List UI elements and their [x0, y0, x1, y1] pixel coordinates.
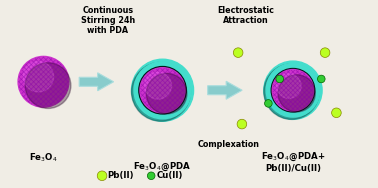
Circle shape — [237, 119, 247, 129]
Text: Continuous
Stirring 24h
with PDA: Continuous Stirring 24h with PDA — [81, 6, 135, 36]
Circle shape — [18, 56, 69, 107]
Circle shape — [278, 75, 315, 112]
Text: Fe$_3$O$_4$@PDA+
Pb(II)/Cu(II): Fe$_3$O$_4$@PDA+ Pb(II)/Cu(II) — [261, 150, 325, 173]
Circle shape — [97, 171, 107, 181]
Text: Fe$_3$O$_4$: Fe$_3$O$_4$ — [29, 151, 58, 164]
Text: Fe$_3$O$_4$@PDA: Fe$_3$O$_4$@PDA — [133, 161, 192, 173]
Circle shape — [265, 100, 272, 107]
Text: Pb(II): Pb(II) — [108, 171, 134, 180]
Circle shape — [144, 72, 172, 99]
Circle shape — [276, 75, 284, 83]
Circle shape — [132, 59, 194, 121]
Text: Complexation: Complexation — [198, 139, 260, 149]
Circle shape — [318, 75, 325, 83]
Circle shape — [272, 70, 314, 111]
Circle shape — [233, 48, 243, 58]
Circle shape — [264, 64, 319, 119]
Text: Electrostatic
Attraction: Electrostatic Attraction — [217, 6, 274, 25]
Circle shape — [146, 73, 187, 114]
FancyArrow shape — [79, 73, 114, 91]
Text: Cu(II): Cu(II) — [157, 171, 183, 180]
Circle shape — [320, 48, 330, 58]
Circle shape — [132, 62, 191, 121]
FancyArrow shape — [208, 81, 242, 99]
Circle shape — [139, 67, 186, 114]
Circle shape — [264, 61, 322, 119]
Circle shape — [271, 69, 314, 112]
Circle shape — [25, 63, 71, 108]
Circle shape — [140, 68, 185, 113]
Circle shape — [147, 172, 155, 180]
Circle shape — [266, 63, 320, 117]
Circle shape — [332, 108, 341, 118]
Circle shape — [134, 62, 191, 119]
Circle shape — [276, 74, 301, 99]
Circle shape — [23, 61, 54, 92]
